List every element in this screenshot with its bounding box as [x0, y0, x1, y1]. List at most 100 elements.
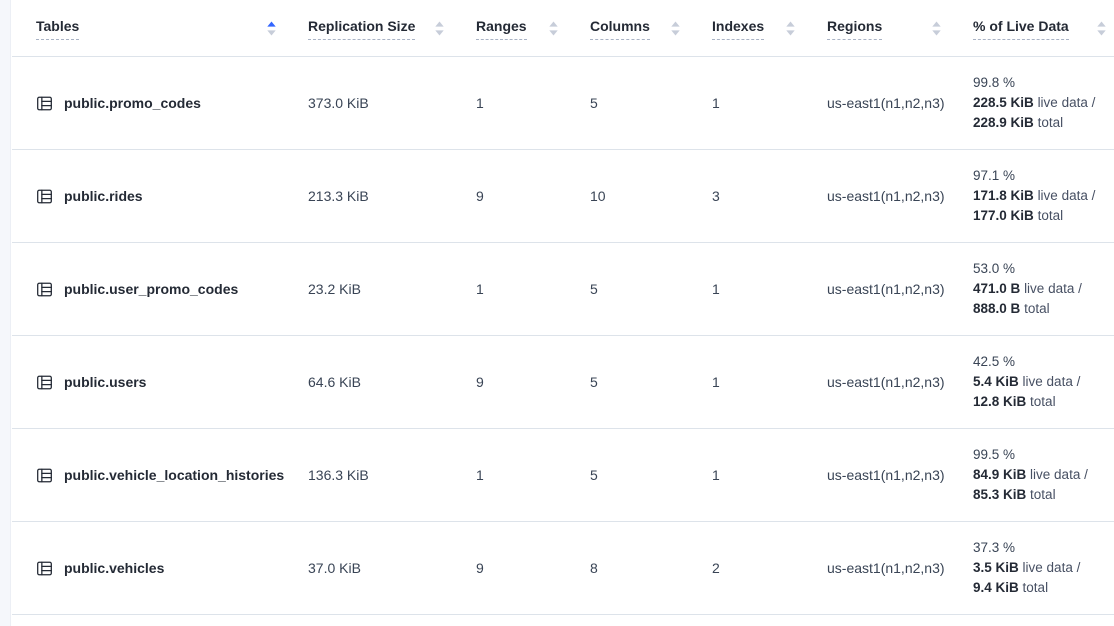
- ranges-cell: 1: [476, 281, 484, 297]
- replication-size-cell: 64.6 KiB: [308, 374, 361, 390]
- total-size-line: 228.9 KiB total: [973, 115, 1064, 130]
- ranges-cell: 9: [476, 560, 484, 576]
- live-percent-value: 37.3 %: [973, 540, 1016, 555]
- table-name-cell: public.promo_codes: [12, 57, 308, 149]
- table-row[interactable]: public.user_promo_codes 23.2 KiB 1 5 1 u…: [12, 243, 1114, 336]
- regions-cell: us-east1(n1,n2,n3): [827, 281, 945, 297]
- ranges-cell: 9: [476, 374, 484, 390]
- table-name-cell: public.user_promo_codes: [12, 243, 308, 335]
- column-header-replication-size-label: Replication Size: [308, 17, 416, 40]
- ranges-cell: 1: [476, 95, 484, 111]
- replication-size-cell: 136.3 KiB: [308, 467, 369, 483]
- table-name-link[interactable]: public.vehicles: [64, 560, 165, 576]
- tables-list-table: Tables Replication Size Ranges Columns: [12, 0, 1114, 615]
- table-name-link[interactable]: public.users: [64, 374, 147, 390]
- total-size-line: 85.3 KiB total: [973, 487, 1056, 502]
- live-data-cell: 37.3 % 3.5 KiB live data / 9.4 KiB total: [973, 522, 1114, 614]
- table-row[interactable]: public.users 64.6 KiB 9 5 1 us-east1(n1,…: [12, 336, 1114, 429]
- table-name-cell: public.vehicle_location_histories: [12, 429, 308, 521]
- columns-cell: 10: [590, 188, 606, 204]
- live-percent-value: 42.5 %: [973, 354, 1016, 369]
- column-header-ranges-label: Ranges: [476, 17, 527, 40]
- columns-cell: 5: [590, 95, 598, 111]
- table-grid-icon: [36, 467, 53, 484]
- replication-size-cell: 37.0 KiB: [308, 560, 361, 576]
- replication-size-cell: 373.0 KiB: [308, 95, 369, 111]
- ranges-cell: 1: [476, 467, 484, 483]
- replication-size-cell: 213.3 KiB: [308, 188, 369, 204]
- indexes-cell: 1: [712, 374, 720, 390]
- ranges-cell: 9: [476, 188, 484, 204]
- columns-cell: 5: [590, 281, 598, 297]
- column-header-tables-label: Tables: [36, 17, 80, 40]
- column-header-live-data[interactable]: % of Live Data: [973, 0, 1114, 56]
- replication-size-cell: 23.2 KiB: [308, 281, 361, 297]
- column-header-indexes[interactable]: Indexes: [712, 0, 827, 56]
- table-grid-icon: [36, 281, 53, 298]
- column-header-tables[interactable]: Tables: [12, 0, 308, 56]
- live-percent-value: 99.8 %: [973, 75, 1016, 90]
- indexes-cell: 2: [712, 560, 720, 576]
- regions-cell: us-east1(n1,n2,n3): [827, 467, 945, 483]
- table-name-cell: public.users: [12, 336, 308, 428]
- total-size-line: 9.4 KiB total: [973, 580, 1049, 595]
- regions-cell: us-east1(n1,n2,n3): [827, 95, 945, 111]
- table-name-link[interactable]: public.vehicle_location_histories: [64, 467, 285, 483]
- table-grid-icon: [36, 374, 53, 391]
- live-size-line: 171.8 KiB live data /: [973, 188, 1096, 203]
- column-header-indexes-label: Indexes: [712, 17, 765, 40]
- column-header-replication-size[interactable]: Replication Size: [308, 0, 476, 56]
- indexes-cell: 1: [712, 467, 720, 483]
- table-header-row: Tables Replication Size Ranges Columns: [12, 0, 1114, 57]
- sort-carets-icon[interactable]: [549, 21, 558, 36]
- table-name-link[interactable]: public.rides: [64, 188, 143, 204]
- column-header-columns-label: Columns: [590, 17, 650, 40]
- page-left-gutter: [0, 0, 11, 626]
- live-size-line: 3.5 KiB live data /: [973, 560, 1081, 575]
- live-size-line: 228.5 KiB live data /: [973, 95, 1096, 110]
- live-size-line: 84.9 KiB live data /: [973, 467, 1088, 482]
- indexes-cell: 1: [712, 281, 720, 297]
- indexes-cell: 3: [712, 188, 720, 204]
- sort-carets-icon[interactable]: [786, 21, 795, 36]
- live-data-cell: 99.8 % 228.5 KiB live data / 228.9 KiB t…: [973, 57, 1114, 149]
- sort-carets-icon[interactable]: [671, 21, 680, 36]
- table-grid-icon: [36, 188, 53, 205]
- indexes-cell: 1: [712, 95, 720, 111]
- live-data-cell: 99.5 % 84.9 KiB live data / 85.3 KiB tot…: [973, 429, 1114, 521]
- total-size-line: 12.8 KiB total: [973, 394, 1056, 409]
- sort-carets-icon[interactable]: [932, 21, 941, 36]
- sort-carets-icon[interactable]: [1097, 21, 1106, 36]
- column-header-columns[interactable]: Columns: [590, 0, 712, 56]
- table-name-cell: public.vehicles: [12, 522, 308, 614]
- columns-cell: 5: [590, 374, 598, 390]
- table-name-link[interactable]: public.user_promo_codes: [64, 281, 239, 297]
- live-size-line: 5.4 KiB live data /: [973, 374, 1081, 389]
- columns-cell: 8: [590, 560, 598, 576]
- table-body: public.promo_codes 373.0 KiB 1 5 1 us-ea…: [12, 57, 1114, 615]
- live-percent-value: 97.1 %: [973, 168, 1016, 183]
- table-grid-icon: [36, 560, 53, 577]
- table-row[interactable]: public.promo_codes 373.0 KiB 1 5 1 us-ea…: [12, 57, 1114, 150]
- table-row[interactable]: public.vehicles 37.0 KiB 9 8 2 us-east1(…: [12, 522, 1114, 615]
- sort-carets-icon[interactable]: [435, 21, 444, 36]
- table-name-link[interactable]: public.promo_codes: [64, 95, 201, 111]
- column-header-live-data-label: % of Live Data: [973, 17, 1069, 40]
- regions-cell: us-east1(n1,n2,n3): [827, 374, 945, 390]
- regions-cell: us-east1(n1,n2,n3): [827, 188, 945, 204]
- column-header-regions[interactable]: Regions: [827, 0, 973, 56]
- total-size-line: 888.0 B total: [973, 301, 1050, 316]
- live-percent-value: 99.5 %: [973, 447, 1016, 462]
- table-grid-icon: [36, 95, 53, 112]
- column-header-regions-label: Regions: [827, 17, 883, 40]
- regions-cell: us-east1(n1,n2,n3): [827, 560, 945, 576]
- table-row[interactable]: public.vehicle_location_histories 136.3 …: [12, 429, 1114, 522]
- column-header-ranges[interactable]: Ranges: [476, 0, 590, 56]
- table-row[interactable]: public.rides 213.3 KiB 9 10 3 us-east1(n…: [12, 150, 1114, 243]
- sort-carets-icon[interactable]: [267, 21, 276, 36]
- live-data-cell: 42.5 % 5.4 KiB live data / 12.8 KiB tota…: [973, 336, 1114, 428]
- total-size-line: 177.0 KiB total: [973, 208, 1064, 223]
- table-name-cell: public.rides: [12, 150, 308, 242]
- columns-cell: 5: [590, 467, 598, 483]
